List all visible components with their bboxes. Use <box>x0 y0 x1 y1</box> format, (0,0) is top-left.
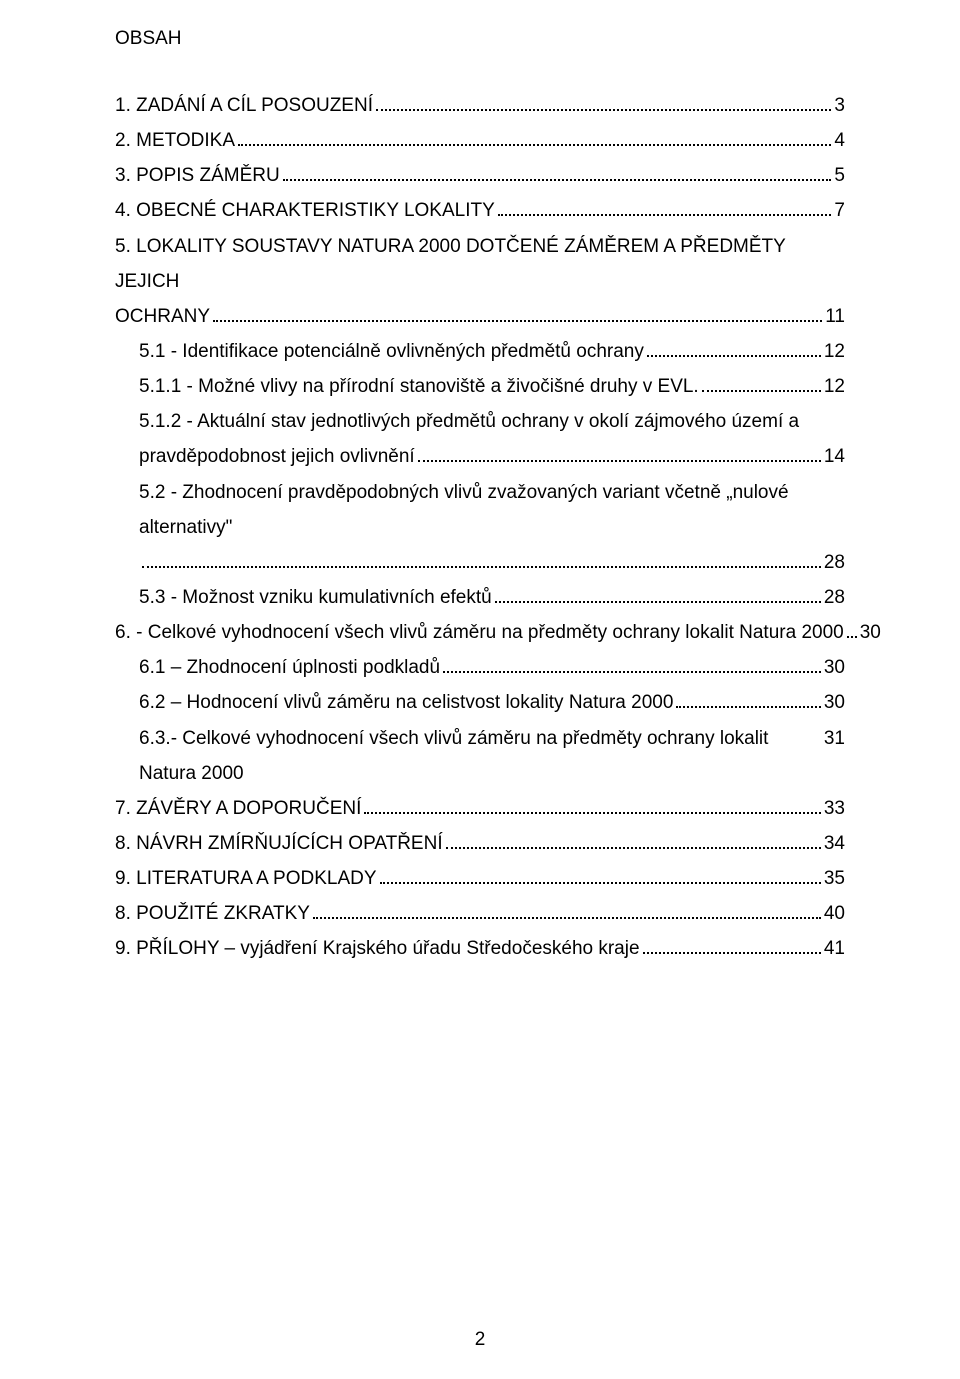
toc-leader-dots <box>313 917 821 919</box>
toc-leader-dots <box>847 636 857 638</box>
toc-leader-dots <box>498 214 832 216</box>
toc-entry-line1: 5. LOKALITY SOUSTAVY NATURA 2000 DOTČENÉ… <box>115 229 845 299</box>
toc-page-number: 7 <box>834 193 845 228</box>
toc-entry: 9. LITERATURA A PODKLADY 35 <box>115 861 845 896</box>
toc-entry: OCHRANY 11 <box>115 299 845 334</box>
toc-entry-line1: 5.1.2 - Aktuální stav jednotlivých předm… <box>115 404 845 439</box>
toc-leader-dots <box>676 706 820 708</box>
toc-page-number: 14 <box>824 439 845 474</box>
toc-label: 4. OBECNÉ CHARAKTERISTIKY LOKALITY <box>115 193 495 228</box>
toc-leader-dots <box>380 882 821 884</box>
toc-entry: 6.3.- Celkové vyhodnocení všech vlivů zá… <box>115 721 845 791</box>
toc-page-number: 11 <box>825 299 845 334</box>
toc-label: 5.1.1 - Možné vlivy na přírodní stanoviš… <box>139 369 699 404</box>
toc-page-number: 12 <box>824 369 845 404</box>
toc-leader-dots <box>643 952 821 954</box>
toc-entry: 7. ZÁVĚRY A DOPORUČENÍ 33 <box>115 791 845 826</box>
toc-page-number: 40 <box>824 896 845 931</box>
toc-entry-line1: 5.2 - Zhodnocení pravděpodobných vlivů z… <box>115 475 845 545</box>
toc-entry: 2. METODIKA 4 <box>115 123 845 158</box>
toc-label: 6.3.- Celkové vyhodnocení všech vlivů zá… <box>139 721 824 791</box>
toc-label: 8. POUŽITÉ ZKRATKY <box>115 896 310 931</box>
toc-page-number: 3 <box>834 88 845 123</box>
toc-leader-dots <box>142 566 821 568</box>
toc-entry: 1. ZADÁNÍ A CÍL POSOUZENÍ 3 <box>115 88 845 123</box>
toc-entry: 5.1 - Identifikace potenciálně ovlivněný… <box>115 334 845 369</box>
toc-page-number: 34 <box>824 826 845 861</box>
toc-entry: 6.1 – Zhodnocení úplnosti podkladů 30 <box>115 650 845 685</box>
toc-label: 5.3 - Možnost vzniku kumulativních efekt… <box>139 580 492 615</box>
toc-entry: 28 <box>115 545 845 580</box>
toc-label: 5.1 - Identifikace potenciálně ovlivněný… <box>139 334 644 369</box>
toc-entry: 8. NÁVRH ZMÍRŇUJÍCÍCH OPATŘENÍ 34 <box>115 826 845 861</box>
toc-entry: 5.3 - Možnost vzniku kumulativních efekt… <box>115 580 845 615</box>
toc-leader-dots <box>443 671 821 673</box>
toc-leader-dots <box>446 847 821 849</box>
toc-entry: 6.2 – Hodnocení vlivů záměru na celistvo… <box>115 685 845 720</box>
toc-entry: pravděpodobnost jejich ovlivnění 14 <box>115 439 845 474</box>
toc-page-number: 31 <box>824 721 845 756</box>
toc-page-number: 33 <box>824 791 845 826</box>
page-container: OBSAH 1. ZADÁNÍ A CÍL POSOUZENÍ32. METOD… <box>0 0 960 1379</box>
toc-entry: 5.1.1 - Možné vlivy na přírodní stanoviš… <box>115 369 845 404</box>
toc-label: 6.1 – Zhodnocení úplnosti podkladů <box>139 650 440 685</box>
toc-leader-dots <box>364 812 820 814</box>
toc-page-number: 5 <box>834 158 845 193</box>
toc-page-number: 28 <box>824 580 845 615</box>
toc-label: pravděpodobnost jejich ovlivnění <box>139 439 415 474</box>
toc-leader-dots <box>702 390 821 392</box>
toc-entry: 8. POUŽITÉ ZKRATKY 40 <box>115 896 845 931</box>
toc-page-number: 4 <box>834 123 845 158</box>
toc-leader-dots <box>376 109 831 111</box>
toc-leader-dots <box>647 355 821 357</box>
toc-label: 9. PŘÍLOHY – vyjádření Krajského úřadu S… <box>115 931 640 966</box>
toc-page-number: 30 <box>824 650 845 685</box>
toc-leader-dots <box>495 601 821 603</box>
toc-label: 6. - Celkové vyhodnocení všech vlivů zám… <box>115 615 844 650</box>
toc-page-number: 41 <box>824 931 845 966</box>
toc-label: 3. POPIS ZÁMĚRU <box>115 158 280 193</box>
toc-label: 2. METODIKA <box>115 123 235 158</box>
toc-page-number: 30 <box>860 615 881 650</box>
toc-heading: OBSAH <box>115 28 845 50</box>
toc-page-number: 30 <box>824 685 845 720</box>
toc-page-number: 12 <box>824 334 845 369</box>
toc-entry: 6. - Celkové vyhodnocení všech vlivů zám… <box>115 615 845 650</box>
toc-label: 7. ZÁVĚRY A DOPORUČENÍ <box>115 791 361 826</box>
toc-label: 8. NÁVRH ZMÍRŇUJÍCÍCH OPATŘENÍ <box>115 826 443 861</box>
toc-label: 9. LITERATURA A PODKLADY <box>115 861 377 896</box>
toc-leader-dots <box>283 179 832 181</box>
toc-page-number: 28 <box>824 545 845 580</box>
toc-list: 1. ZADÁNÍ A CÍL POSOUZENÍ32. METODIKA43.… <box>115 88 845 967</box>
page-number: 2 <box>0 1329 960 1351</box>
toc-label: 1. ZADÁNÍ A CÍL POSOUZENÍ <box>115 88 373 123</box>
toc-entry: 3. POPIS ZÁMĚRU 5 <box>115 158 845 193</box>
toc-entry: 4. OBECNÉ CHARAKTERISTIKY LOKALITY 7 <box>115 193 845 228</box>
toc-leader-dots <box>238 144 831 146</box>
toc-entry: 9. PŘÍLOHY – vyjádření Krajského úřadu S… <box>115 931 845 966</box>
toc-leader-dots <box>213 320 822 322</box>
toc-label: OCHRANY <box>115 299 210 334</box>
toc-label: 6.2 – Hodnocení vlivů záměru na celistvo… <box>139 685 673 720</box>
toc-leader-dots <box>418 460 821 462</box>
toc-page-number: 35 <box>824 861 845 896</box>
